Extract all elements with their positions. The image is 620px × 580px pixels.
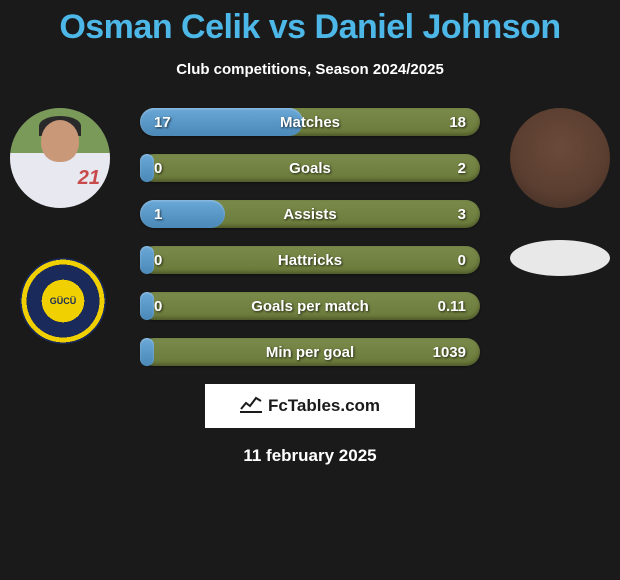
stat-right-value: 3 [458,206,466,223]
stat-label: Assists [283,206,336,223]
stat-label: Goals [289,160,331,177]
brand-text: FcTables.com [268,396,380,416]
stat-right-value: 0.11 [438,298,466,315]
stat-right-value: 18 [449,114,466,131]
stat-label: Goals per match [251,298,369,315]
stat-right-value: 2 [458,160,466,177]
player-left-jersey: 21 [78,167,100,190]
player-right-avatar [510,108,610,208]
stat-row-hattricks: 0 Hattricks 0 [140,246,480,274]
stat-label: Matches [280,114,340,131]
page-title: Osman Celik vs Daniel Johnson [0,0,620,47]
stat-row-mpg: Min per goal 1039 [140,338,480,366]
player-left-avatar: 21 [10,108,110,208]
stat-row-assists: 1 Assists 3 [140,200,480,228]
date-text: 11 february 2025 [10,446,610,466]
club-badge-left: GÜCÜ [20,258,106,344]
club-badge-right [510,240,610,276]
stat-left-value: 0 [154,160,162,177]
stat-left-value: 17 [154,114,171,131]
subtitle: Club competitions, Season 2024/2025 [0,61,620,78]
stat-right-value: 0 [458,252,466,269]
stat-left-value: 0 [154,252,162,269]
stat-left-value: 0 [154,298,162,315]
stat-label: Min per goal [266,344,354,361]
stat-label: Hattricks [278,252,342,269]
stat-left-value: 1 [154,206,162,223]
stat-right-value: 1039 [433,344,466,361]
chart-icon [240,395,262,418]
stats-list: 17 Matches 18 0 Goals 2 1 Assists 3 0 Ha… [140,108,480,366]
brand-box[interactable]: FcTables.com [205,384,415,428]
stat-row-goals: 0 Goals 2 [140,154,480,182]
stat-row-gpm: 0 Goals per match 0.11 [140,292,480,320]
comparison-panel: 21 GÜCÜ 17 Matches 18 0 Goals 2 1 Assist… [0,108,620,466]
stat-row-matches: 17 Matches 18 [140,108,480,136]
